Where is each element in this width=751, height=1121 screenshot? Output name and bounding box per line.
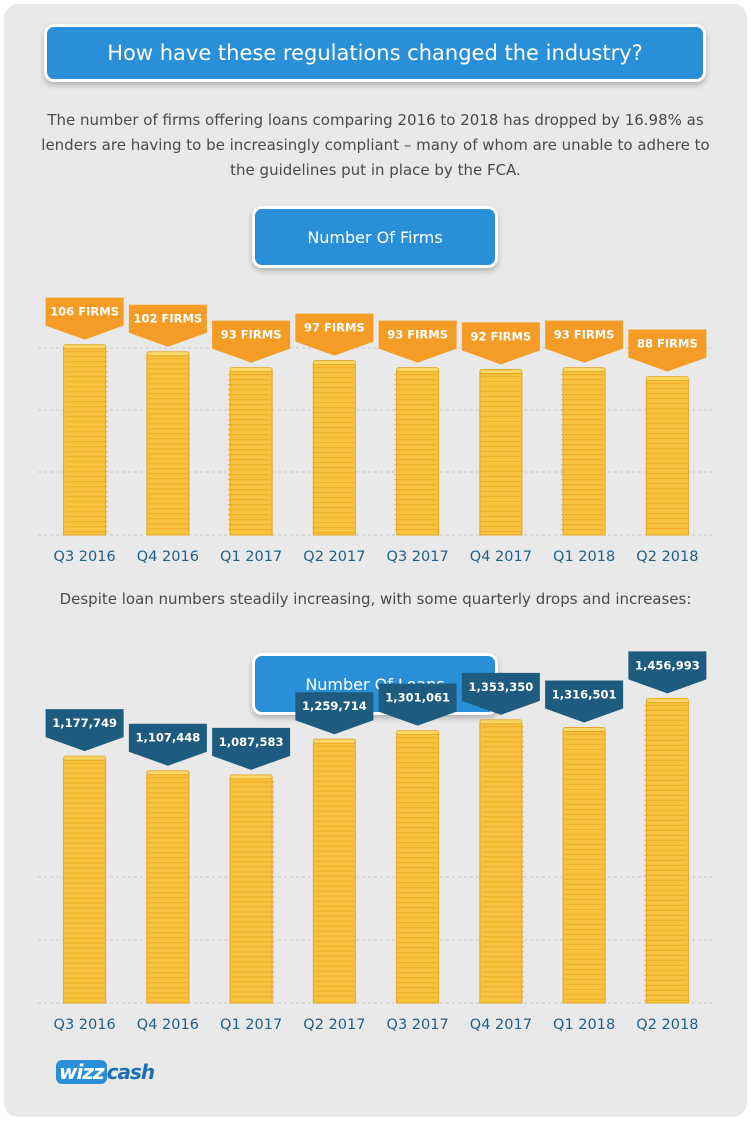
firms-category-label: Q2 2018: [636, 549, 698, 565]
loans-value-tag: [461, 672, 540, 715]
firms-category-label: Q4 2016: [137, 549, 199, 565]
loans-coin-top: [645, 697, 689, 703]
loans-bar: [62, 755, 107, 1004]
loans-coin-top: [312, 738, 356, 744]
loans-category-label: Q4 2016: [137, 1017, 199, 1033]
firms-coin-stack: [396, 370, 440, 536]
firms-bar: [228, 367, 273, 536]
firms-coin-top: [229, 367, 273, 373]
firms-data-label: 102 FIRMS: [134, 312, 203, 326]
firms-data-label: 106 FIRMS: [50, 305, 119, 319]
loans-coin-stack: [645, 700, 689, 1004]
firms-category-label: Q2 2017: [303, 549, 365, 565]
firms-bar: [645, 376, 689, 536]
firms-value-tag: [212, 320, 291, 363]
firms-value-tag: [628, 329, 707, 372]
infographic-card: [4, 4, 747, 1117]
loans-data-label: 1,316,501: [552, 687, 617, 701]
loans-coin-top: [63, 755, 107, 761]
firms-coin-top: [146, 351, 190, 357]
loans-category-label: Q1 2017: [220, 1017, 282, 1033]
loans-category-label: Q2 2018: [636, 1017, 698, 1033]
firms-data-label: 93 FIRMS: [387, 328, 448, 342]
loans-category-label: Q2 2017: [303, 1017, 365, 1033]
loans-value-tag: [45, 709, 124, 752]
firms-bar: [146, 351, 190, 536]
loans-category-label: Q3 2017: [387, 1017, 449, 1033]
firms-category-label: Q4 2017: [470, 549, 532, 565]
firms-category-label: Q3 2016: [54, 549, 116, 565]
loans-coin-stack: [63, 758, 107, 1004]
loans-bar: [562, 727, 607, 1004]
firms-bar: [479, 369, 523, 536]
loans-coin-stack: [229, 777, 273, 1004]
loans-category-label: Q4 2017: [470, 1017, 532, 1033]
firms-bar: [561, 367, 606, 536]
firms-coin-top: [396, 367, 440, 373]
loans-category-label: Q3 2016: [54, 1017, 116, 1033]
loans-bar: [479, 719, 524, 1004]
firms-bar: [312, 360, 356, 536]
firms-coin-top: [479, 369, 523, 374]
loans-value-tag: [295, 692, 374, 735]
firms-category-label: Q3 2017: [387, 549, 449, 565]
firms-coin-top: [562, 367, 606, 373]
firms-bar: [63, 344, 108, 536]
loans-bar: [395, 730, 440, 1004]
loans-coin-stack: [562, 729, 606, 1004]
firms-coin-top: [645, 376, 689, 381]
page-title: How have these regulations changed the i…: [44, 24, 706, 82]
firms-category-label: Q1 2017: [220, 549, 282, 565]
firms-data-label: 97 FIRMS: [304, 321, 365, 335]
intro-paragraph: The number of firms offering loans compa…: [41, 111, 710, 179]
firms-data-label: 88 FIRMS: [637, 336, 698, 350]
loans-value-tag: [378, 683, 457, 726]
firms-value-tag: [378, 320, 457, 363]
loans-coin-top: [562, 727, 606, 732]
firms-category-label: Q1 2018: [553, 549, 615, 565]
loans-data-label: 1,087,583: [219, 735, 284, 749]
loans-data-label: 1,353,350: [469, 680, 534, 694]
loans-category-label: Q1 2018: [553, 1017, 615, 1033]
firms-value-tag: [295, 313, 374, 356]
firms-value-tag: [545, 320, 624, 363]
loans-bar: [145, 770, 190, 1004]
firms-coin-stack: [146, 354, 190, 536]
loans-bar: [312, 738, 356, 1004]
loans-value-tag: [545, 680, 624, 723]
loans-data-label: 1,259,714: [302, 699, 367, 713]
firms-data-label: 93 FIRMS: [221, 328, 282, 342]
loans-data-label: 1,107,448: [136, 731, 201, 745]
firms-value-tag: [128, 304, 207, 347]
firms-bar: [394, 367, 440, 536]
firms-value-tag: [461, 322, 540, 365]
loans-bar: [229, 774, 275, 1004]
wizzcash-logo: wizz cash: [56, 1060, 155, 1084]
firms-coin-top: [312, 360, 356, 365]
loans-data-label: 1,301,061: [385, 691, 450, 705]
loans-bar: [644, 697, 689, 1004]
firms-coin-stack: [562, 370, 606, 536]
loans-data-label: 1,177,749: [52, 716, 117, 730]
loans-data-label: 1,456,993: [635, 658, 700, 672]
loans-value-tag: [128, 723, 207, 766]
loans-coin-stack: [146, 773, 190, 1004]
firms-chart-title: Number Of Firms: [252, 206, 498, 268]
loans-intro-text: Despite loan numbers steadily increasing…: [59, 590, 692, 608]
firms-coin-top: [63, 344, 107, 350]
loans-coin-top: [396, 730, 440, 736]
loans-coin-top: [479, 719, 523, 725]
loans-value-tag: [212, 727, 291, 770]
firms-coin-stack: [479, 371, 523, 536]
firms-value-tag: [45, 297, 124, 340]
loans-coin-stack: [479, 722, 523, 1004]
firms-data-label: 93 FIRMS: [554, 328, 615, 342]
loans-coin-top: [229, 774, 273, 780]
loans-value-tag: [628, 651, 707, 694]
loans-coin-top: [146, 770, 190, 776]
firms-data-label: 92 FIRMS: [471, 329, 532, 343]
